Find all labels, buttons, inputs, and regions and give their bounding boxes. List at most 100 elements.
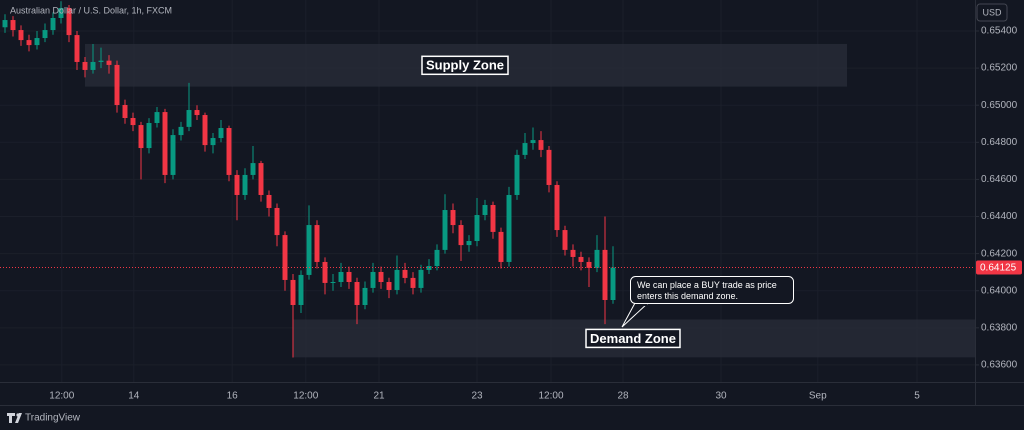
candle-body xyxy=(482,205,488,216)
candle-body xyxy=(74,35,80,62)
candle-body xyxy=(210,138,216,146)
candle-body xyxy=(314,225,320,262)
candle-body xyxy=(490,205,496,232)
y-tick-label: 0.63600 xyxy=(981,360,1018,371)
candle-body xyxy=(10,20,16,31)
brand: TradingView xyxy=(25,413,81,424)
candle-body xyxy=(330,282,336,284)
candle-body xyxy=(18,30,24,41)
candle-body xyxy=(130,117,136,126)
x-tick-label: 30 xyxy=(715,391,727,402)
candle-body xyxy=(2,20,8,28)
x-tick-label: 28 xyxy=(617,391,629,402)
candle-body xyxy=(50,17,56,31)
y-tick-label: 0.65000 xyxy=(981,100,1018,111)
zone-label: Supply Zone xyxy=(426,58,504,73)
candle-body xyxy=(466,240,472,246)
candle-body xyxy=(234,174,240,195)
candle-body xyxy=(282,235,288,280)
candle-body xyxy=(610,267,616,300)
candle-body xyxy=(258,163,264,195)
candle-body xyxy=(170,135,176,175)
candle-body xyxy=(58,7,64,18)
candle-body xyxy=(442,210,448,250)
x-tick-label: Sep xyxy=(809,391,827,402)
x-tick-label: 5 xyxy=(914,391,920,402)
candle-body xyxy=(514,154,520,195)
grid xyxy=(0,0,975,382)
candle-body xyxy=(250,163,256,175)
candle-body xyxy=(594,249,600,268)
candle-body xyxy=(34,38,40,46)
candle-body xyxy=(114,64,120,106)
candle-body xyxy=(434,249,440,267)
candle-body xyxy=(138,125,144,149)
currency-label[interactable]: USD xyxy=(982,7,1002,17)
candle-body xyxy=(474,215,480,241)
candle-body xyxy=(578,256,584,262)
candle-body xyxy=(546,149,552,185)
candle-body xyxy=(146,123,152,149)
last-price-label: 0.64125 xyxy=(980,263,1017,274)
candle-body xyxy=(26,40,32,46)
candle-body xyxy=(122,105,128,118)
candle-body xyxy=(154,112,160,124)
candle-body xyxy=(218,128,224,139)
candle-body xyxy=(354,282,360,306)
candle-body xyxy=(162,112,168,175)
x-tick-label: 21 xyxy=(373,391,385,402)
candle-body xyxy=(82,61,88,70)
candle-body xyxy=(178,126,184,136)
candle-body xyxy=(586,261,592,268)
candle-body xyxy=(450,210,456,226)
candle-body xyxy=(98,60,104,62)
candle-body xyxy=(386,282,392,290)
x-tick-label: 23 xyxy=(471,391,483,402)
candle-body xyxy=(322,261,328,283)
zones: Supply Zone Demand Zone xyxy=(85,43,975,358)
candle-body xyxy=(274,207,280,236)
x-tick-label: 14 xyxy=(128,391,140,402)
zone-label-box xyxy=(585,328,681,349)
candle-body xyxy=(498,231,504,262)
y-tick-label: 0.64600 xyxy=(981,174,1018,185)
candle-body xyxy=(202,115,208,146)
chart-title: Australian Dollar / U.S. Dollar, 1h, FXC… xyxy=(10,5,172,15)
candle-body xyxy=(370,271,376,288)
candle-body xyxy=(338,271,344,283)
candle-body xyxy=(194,110,200,116)
y-tick-label: 0.64200 xyxy=(981,248,1018,259)
candles xyxy=(2,1,616,358)
callout-box xyxy=(630,276,794,304)
x-tick-label: 12:00 xyxy=(49,391,74,402)
candle-body xyxy=(418,269,424,288)
candle-body xyxy=(226,128,232,175)
y-tick-label: 0.65400 xyxy=(981,26,1018,37)
y-tick-label: 0.63800 xyxy=(981,322,1018,333)
callout-join xyxy=(636,304,647,306)
candle-body xyxy=(306,225,312,275)
candle-body xyxy=(66,7,72,36)
candle-body xyxy=(394,269,400,290)
logo-dot xyxy=(16,413,20,417)
candle-body xyxy=(522,143,528,155)
candle-body xyxy=(346,271,352,283)
zone-label-box xyxy=(421,55,509,76)
candle-body xyxy=(458,225,464,246)
candle-body xyxy=(186,110,192,127)
y-tick-label: 0.65200 xyxy=(981,63,1018,74)
candle-body xyxy=(266,194,272,208)
candle-body xyxy=(570,249,576,257)
labels: 0.65400 0.65200 0.65000 0.64800 0.64600 0.644… xyxy=(0,26,1022,402)
candle-body xyxy=(538,140,544,150)
candle-body xyxy=(602,249,608,300)
last-price-box xyxy=(976,260,1022,275)
x-tick-label: 12:00 xyxy=(293,391,318,402)
candle-body xyxy=(402,269,408,278)
candle-body xyxy=(298,274,304,306)
callout-tail xyxy=(621,302,649,328)
currency-button[interactable] xyxy=(976,3,1008,22)
y-tick-label: 0.64800 xyxy=(981,137,1018,148)
